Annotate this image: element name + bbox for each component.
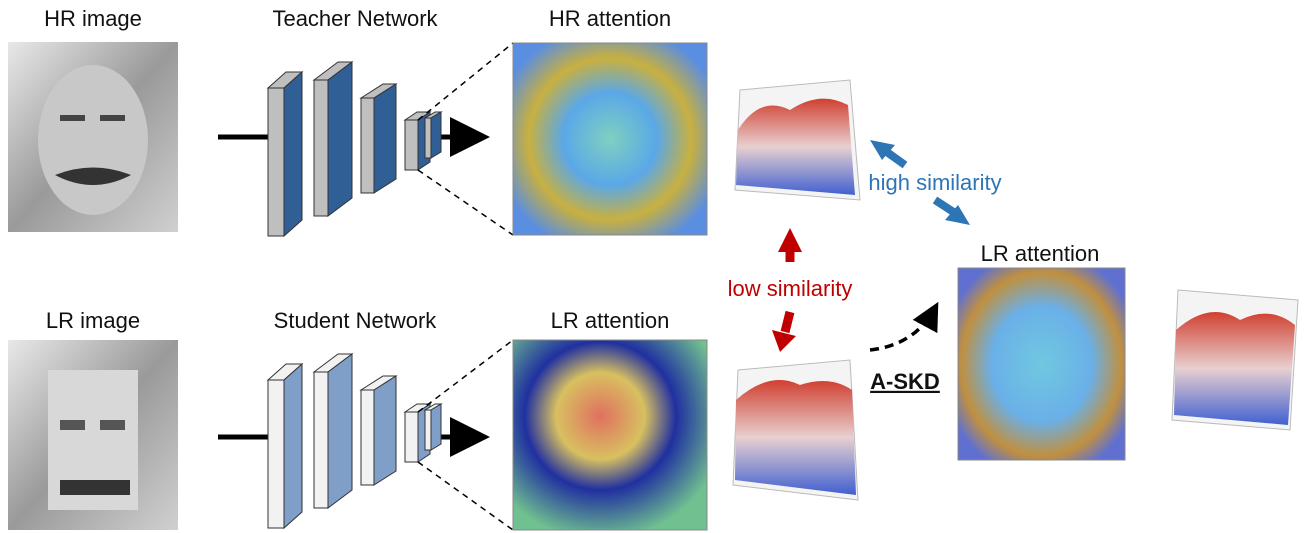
network-layer [374, 376, 396, 485]
distilled-attention-map [958, 268, 1125, 460]
label: LR image [46, 308, 140, 333]
label: LR attention [981, 241, 1100, 266]
hr-image [8, 42, 178, 232]
network-layer [425, 410, 431, 450]
network-layer [314, 372, 328, 508]
network-layer [268, 380, 284, 528]
label: HR image [44, 6, 142, 31]
label: Student Network [274, 308, 438, 333]
high-similarity: high similarity [868, 170, 1001, 195]
low-similarity: low similarity [728, 276, 853, 301]
label: HR attention [549, 6, 671, 31]
label: Teacher Network [272, 6, 438, 31]
label: LR attention [551, 308, 670, 333]
network-layer [328, 354, 352, 508]
network-layer [284, 72, 302, 236]
network-layer [328, 62, 352, 216]
network-layer [405, 412, 418, 462]
network-layer [361, 390, 374, 485]
network-layer [284, 364, 302, 528]
method-label: A-SKD [870, 369, 940, 394]
network-layer [405, 120, 418, 170]
diagram: HR image Teacher Network HR attention LR… [0, 0, 1308, 533]
network-layer [374, 84, 396, 193]
network-layer [425, 118, 431, 158]
network-layer [268, 88, 284, 236]
lr-attention-map [513, 340, 707, 530]
network-layer [361, 98, 374, 193]
lr-image [8, 340, 178, 530]
network-layer [431, 404, 441, 450]
networks [268, 62, 441, 528]
network-layer [431, 112, 441, 158]
hr-attention-map [513, 43, 707, 235]
network-layer [314, 80, 328, 216]
